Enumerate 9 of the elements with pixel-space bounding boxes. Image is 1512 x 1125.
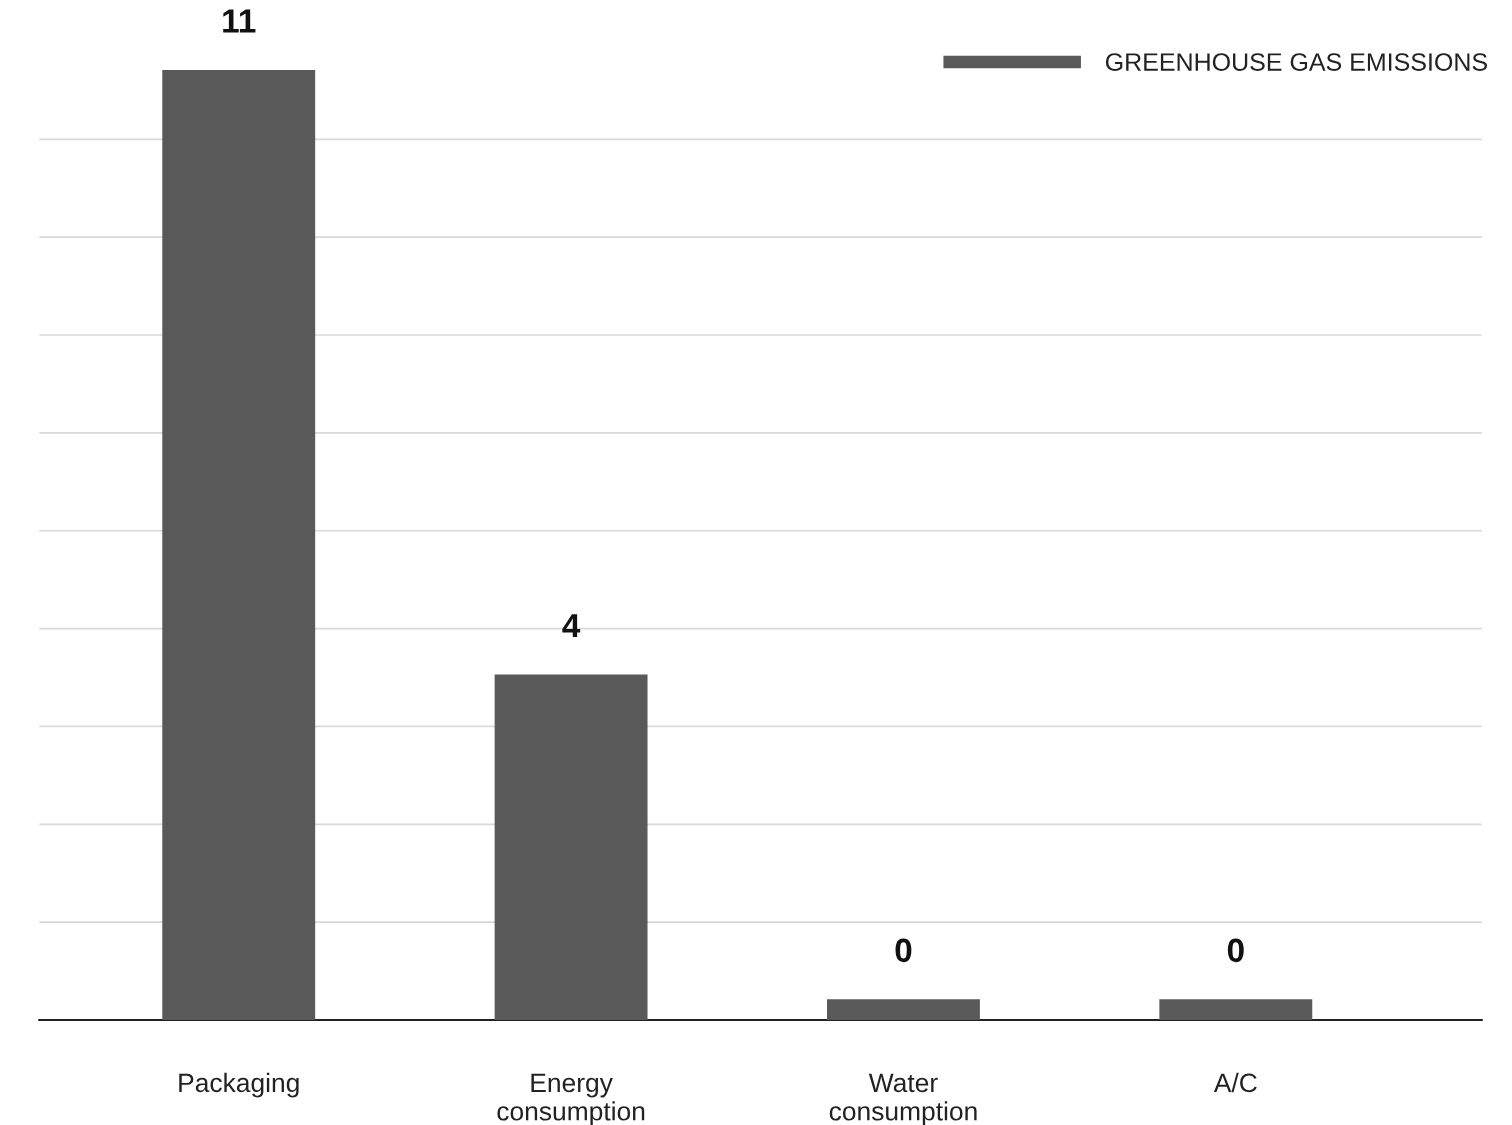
x-tick-label: Energy consumption [497,1073,645,1125]
data-label: 4 [562,614,581,638]
data-label: 0 [895,938,912,963]
data-label: 11 [223,9,256,33]
legend-label: GREENHOUSE GAS EMISSIONS [1105,53,1487,71]
data-label: 0 [1227,938,1244,963]
x-tick-label: A/C [1213,1072,1257,1093]
x-tick-label: Water consumption [829,1073,977,1125]
x-tick-label: Packaging [179,1072,299,1098]
